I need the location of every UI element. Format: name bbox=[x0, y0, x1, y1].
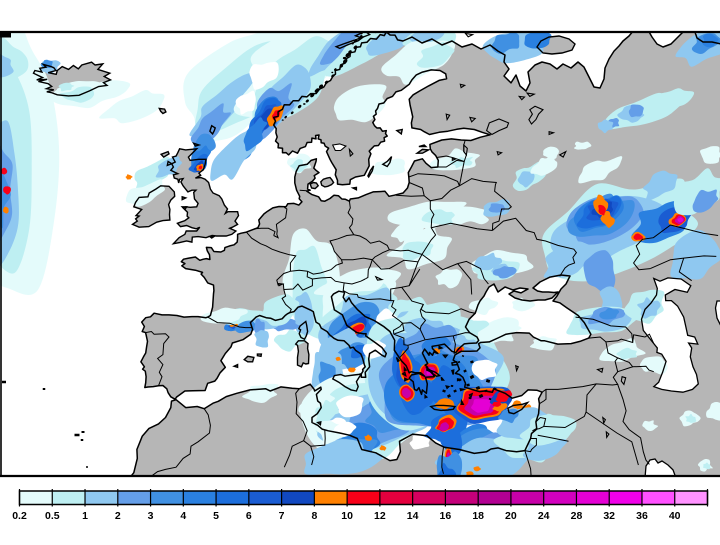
svg-text:10: 10 bbox=[341, 510, 353, 522]
svg-text:7: 7 bbox=[279, 510, 285, 522]
svg-text:20: 20 bbox=[505, 510, 517, 522]
svg-text:6: 6 bbox=[246, 510, 252, 522]
svg-text:24: 24 bbox=[538, 510, 550, 522]
svg-text:40: 40 bbox=[669, 510, 681, 522]
svg-text:36: 36 bbox=[636, 510, 648, 522]
svg-text:28: 28 bbox=[571, 510, 583, 522]
svg-text:4: 4 bbox=[180, 510, 186, 522]
svg-text:1: 1 bbox=[82, 510, 88, 522]
svg-text:16: 16 bbox=[440, 510, 452, 522]
svg-text:8: 8 bbox=[311, 510, 317, 522]
svg-text:0.2: 0.2 bbox=[12, 510, 27, 522]
svg-text:32: 32 bbox=[603, 510, 615, 522]
svg-text:14: 14 bbox=[407, 510, 419, 522]
svg-text:0.5: 0.5 bbox=[45, 510, 60, 522]
svg-text:3: 3 bbox=[148, 510, 154, 522]
svg-text:12: 12 bbox=[374, 510, 386, 522]
svg-text:2: 2 bbox=[115, 510, 121, 522]
svg-text:18: 18 bbox=[472, 510, 484, 522]
svg-text:5: 5 bbox=[213, 510, 219, 522]
